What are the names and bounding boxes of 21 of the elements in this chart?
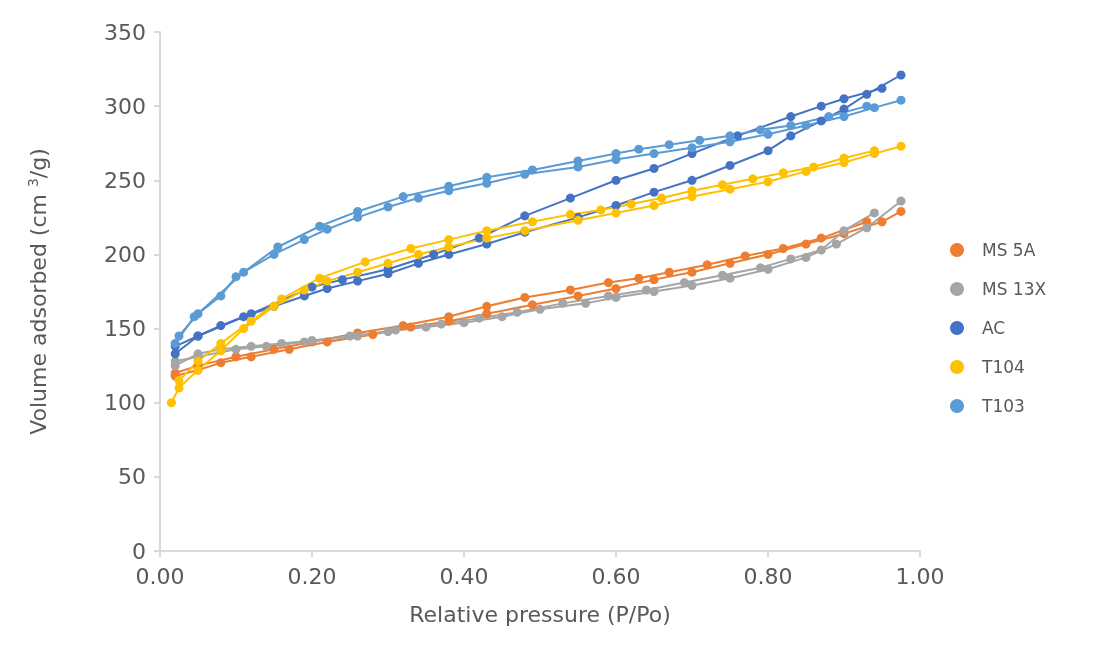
- x-axis-title: Relative pressure (P/Po): [409, 601, 671, 627]
- legend-label: MS 13X: [982, 279, 1047, 299]
- y-tick-label: 200: [104, 241, 146, 267]
- y-tick-label: 250: [104, 167, 146, 193]
- legend-label: T103: [981, 396, 1025, 416]
- legend-label: MS 5A: [982, 240, 1036, 260]
- y-tick-label: 50: [118, 464, 146, 490]
- x-tick-label: 0.20: [287, 563, 337, 589]
- x-tick-label: 0.00: [135, 563, 185, 589]
- x-tick-label: 1.00: [895, 563, 945, 589]
- y-tick-label: 0: [132, 538, 146, 564]
- x-tick-label: 0.40: [439, 563, 489, 589]
- x-tick-label: 0.60: [591, 563, 641, 589]
- y-tick-label: 100: [104, 390, 146, 416]
- y-axis-title: Volume adsorbed (cm 3/g): [25, 148, 51, 435]
- x-tick-label: 0.80: [743, 563, 793, 589]
- y-tick-label: 350: [104, 19, 146, 45]
- y-tick-label: 300: [104, 93, 146, 119]
- legend-label: AC: [982, 318, 1006, 338]
- y-tick-label: 150: [104, 316, 146, 342]
- legend-label: T104: [981, 357, 1025, 377]
